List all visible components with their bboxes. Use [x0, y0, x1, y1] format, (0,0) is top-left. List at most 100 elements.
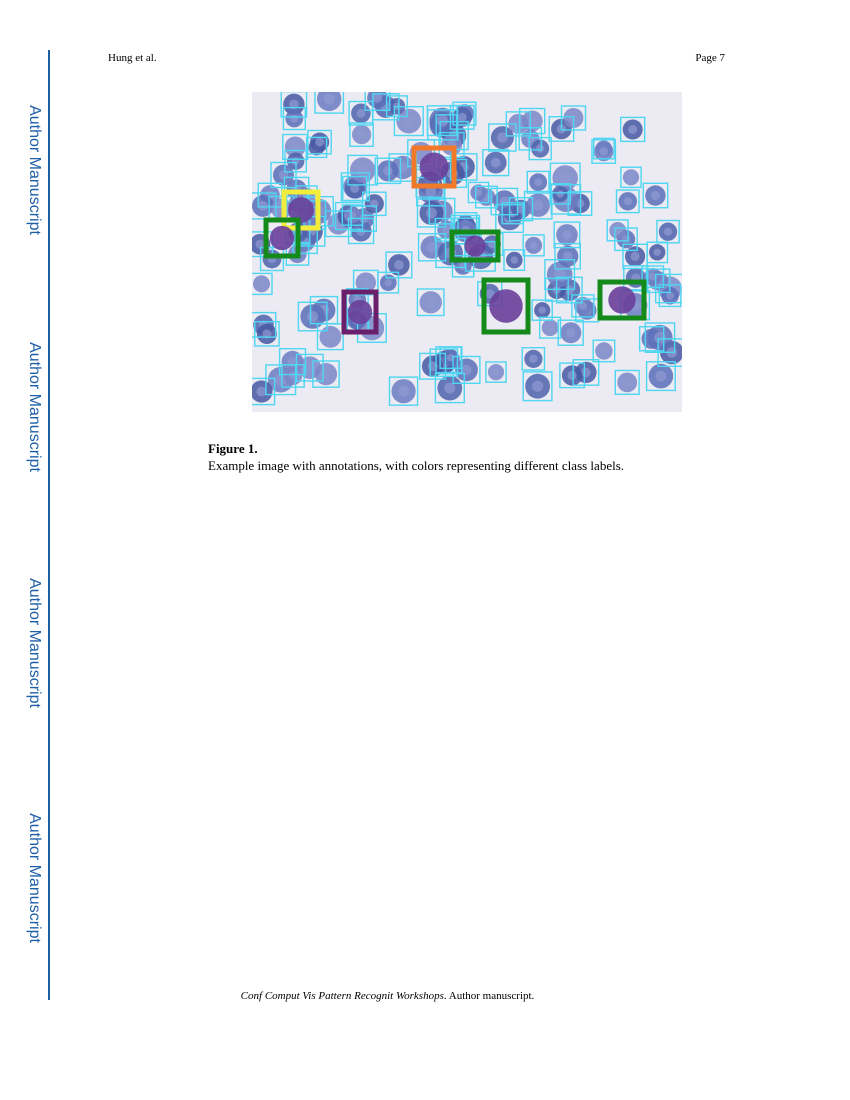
annotation-box-rbc — [349, 122, 374, 147]
annotation-box-orange — [411, 145, 457, 189]
cell-center — [529, 354, 538, 363]
annotation-box-rbc — [361, 191, 387, 217]
cell-center — [564, 285, 575, 295]
annotation-box-rbc — [452, 355, 481, 384]
annotation-box-rbc — [307, 129, 332, 155]
annotation-box-rbc — [615, 189, 640, 214]
parasite-cell — [419, 152, 449, 182]
annotation-box-rbc — [252, 377, 276, 406]
annotation-box-rbc — [453, 211, 478, 236]
cell-center — [623, 197, 632, 206]
cell-center — [425, 297, 436, 308]
cell-center — [262, 329, 272, 339]
parasite-cell — [489, 289, 523, 323]
cell-center — [290, 142, 300, 152]
annotation-box-rbc — [555, 276, 583, 304]
cell-center — [323, 93, 335, 105]
annotation-box-rbc — [531, 299, 553, 321]
cell-center — [290, 114, 299, 123]
cell-center — [490, 157, 501, 168]
cell-center — [256, 386, 267, 397]
annotation-box-rbc — [416, 198, 447, 228]
annotation-box-rbc — [316, 323, 344, 351]
annotation-box-rbc — [519, 107, 546, 135]
cell-center — [403, 115, 415, 127]
annotation-box-rbc — [522, 234, 545, 257]
annotation-box-rbc — [265, 364, 297, 396]
annotation-box-green — [597, 279, 647, 321]
annotation-box-rbc — [539, 316, 562, 339]
annotation-box-rbc — [297, 301, 328, 332]
cell-center — [426, 207, 437, 219]
annotation-box-rbc — [434, 373, 465, 404]
parasite-cell — [608, 286, 636, 314]
annotation-box-rbc — [439, 346, 462, 369]
annotation-box-rbc — [451, 254, 475, 278]
annotation-box-rbc — [549, 162, 581, 194]
annotation-box-rbc — [485, 361, 507, 383]
annotation-box-rbc — [374, 157, 402, 185]
cell-center — [425, 186, 437, 198]
annotation-box-rbc — [252, 311, 277, 338]
annotation-box-rbc — [503, 249, 526, 272]
cell-center — [384, 279, 392, 287]
cell-center — [559, 172, 571, 184]
annotation-box-rbc — [429, 348, 459, 378]
cell-center — [578, 301, 588, 310]
annotation-box-rbc — [312, 360, 340, 388]
footer-journal: Conf Comput Vis Pattern Recognit Worksho… — [240, 990, 444, 1002]
annotation-box-rbc — [508, 196, 534, 222]
annotation-box-rbc — [352, 269, 379, 296]
cell-center — [600, 347, 608, 355]
annotation-box-rbc — [646, 241, 669, 264]
cell-center — [566, 328, 576, 338]
cell-center — [398, 385, 409, 397]
cell-center — [532, 199, 544, 211]
annotation-box-rbc — [521, 346, 546, 371]
annotation-box-rbc — [572, 359, 600, 386]
cell-center — [622, 377, 632, 387]
annotation-box-green — [481, 277, 531, 335]
annotation-box-rbc — [522, 371, 553, 402]
side-rule — [48, 50, 50, 1000]
cell-center — [599, 147, 609, 156]
annotation-box-rbc — [490, 187, 519, 216]
parasite-cell — [288, 197, 314, 223]
annotation-box-rbc — [614, 227, 638, 252]
cell-center — [532, 380, 544, 392]
cell-center — [394, 260, 404, 270]
cell-center — [383, 166, 393, 176]
cell-center — [361, 278, 371, 288]
cell-center — [485, 289, 495, 299]
annotation-box-rbc — [559, 362, 586, 389]
cell-center — [546, 323, 554, 332]
cell-center — [492, 368, 500, 376]
footer-note: . Author manuscript. — [443, 990, 535, 1002]
cell-center — [415, 148, 427, 159]
annotation-box-rbc — [364, 92, 391, 112]
cell-center — [527, 116, 537, 126]
annotation-box-rbc — [305, 136, 328, 159]
cell-center — [567, 370, 577, 380]
annotation-box-rbc — [571, 294, 595, 318]
cell-center — [357, 130, 366, 139]
annotation-box-rbc — [417, 233, 447, 262]
annotation-box-rbc — [426, 105, 458, 137]
annotation-box-rbc — [557, 319, 584, 346]
annotation-box-rbc — [553, 221, 581, 249]
annotation-box-rbc — [474, 185, 498, 209]
annotation-box-rbc — [501, 202, 524, 225]
blood-smear-image — [252, 92, 682, 412]
cell-center — [356, 108, 366, 118]
cell-center — [653, 248, 661, 256]
footer: Conf Comput Vis Pattern Recognit Worksho… — [0, 990, 775, 1002]
cell-center — [654, 331, 666, 344]
cell-center — [538, 306, 546, 314]
annotation-box-rbc — [591, 139, 617, 164]
cell-center — [444, 382, 456, 394]
cell-center — [372, 93, 383, 103]
annotation-box-rbc — [278, 348, 307, 376]
cell-center — [529, 241, 538, 250]
parasite-cell — [464, 235, 486, 257]
annotation-box-rbc — [393, 105, 424, 137]
